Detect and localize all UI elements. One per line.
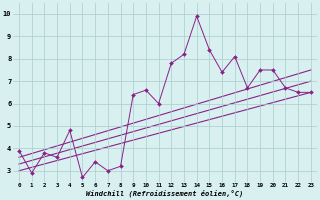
X-axis label: Windchill (Refroidissement éolien,°C): Windchill (Refroidissement éolien,°C) — [86, 190, 244, 197]
